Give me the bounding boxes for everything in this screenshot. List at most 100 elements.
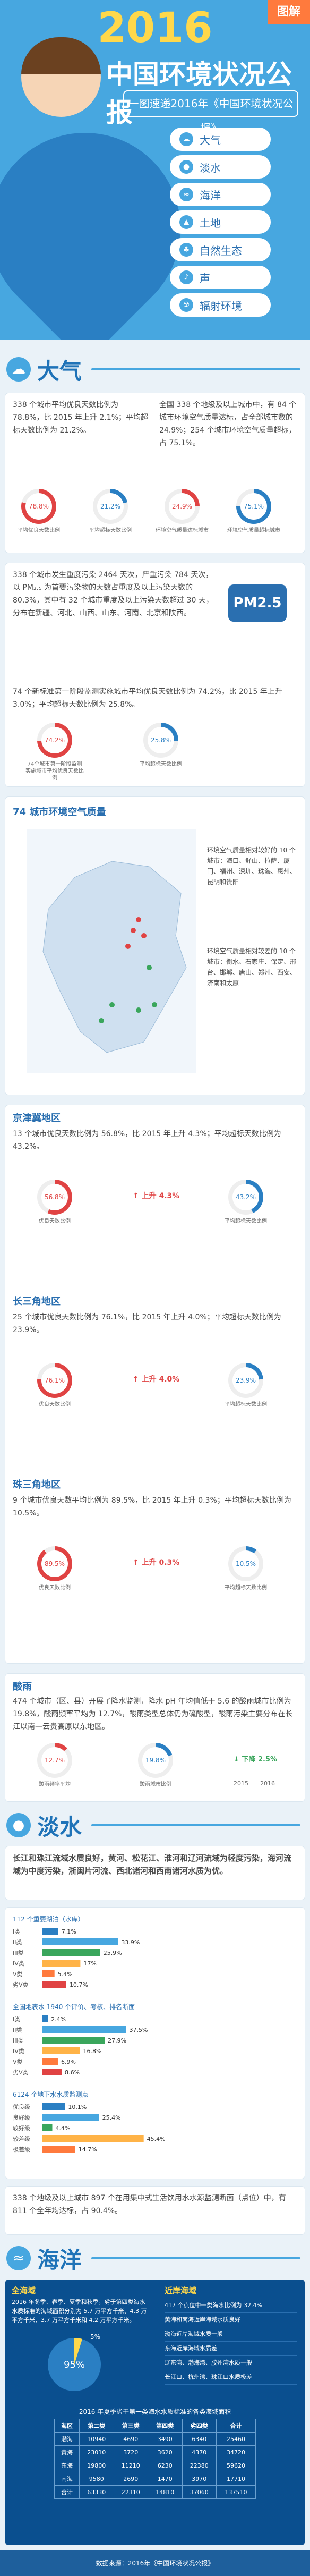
water-val-1-1: 37.5% xyxy=(130,2027,148,2033)
water-cat-1-3: IV类 xyxy=(13,2047,24,2055)
tag-badge: 图解 xyxy=(268,0,310,24)
acid-rain-title: 酸雨 xyxy=(13,1681,32,1692)
water-val-0-4: 5.4% xyxy=(58,1971,73,1978)
table-row: 渤海 10940 4690 3490 6340 25460 xyxy=(54,2432,256,2446)
land-icon: ▲ xyxy=(179,215,193,229)
sea-table-head-1: 第二类 xyxy=(79,2419,114,2433)
pie-value-label: 95% xyxy=(64,2359,85,2370)
acid-year-1: 2016 xyxy=(260,1780,275,1787)
water-chart-title-0: 112 个重要湖泊（水库） xyxy=(13,1915,84,1923)
air74-ring-0-value: 74.2% xyxy=(41,727,68,753)
air-ring-0-value: 78.8% xyxy=(25,493,52,520)
table-row: 黄海 23010 3720 3620 4370 34720 xyxy=(54,2445,256,2459)
region-good-1-value: 76.1% xyxy=(41,1367,68,1394)
drinking-card: 338 个地级及以上城市 897 个在用集中式生活饮用水水源监测断面（点位）中，… xyxy=(5,2187,305,2234)
water-cat-0-3: IV类 xyxy=(13,1960,24,1967)
water-val-0-1: 33.9% xyxy=(121,1939,140,1946)
sea-cell-0-0: 渤海 xyxy=(54,2432,80,2446)
map-card: 74 城市环境空气质量 环境空气质量相对较好的 10 个城市：海口、舒山、拉萨、… xyxy=(5,797,305,1095)
sea-cell-3-2: 2690 xyxy=(113,2472,149,2486)
water-cat-2-1: 良好级 xyxy=(13,2114,30,2121)
section-title-sea: 海洋 xyxy=(37,2247,82,2273)
region-good-0-label: 优良天数比例 xyxy=(39,1218,71,1224)
divider xyxy=(91,368,300,370)
water-val-0-0: 7.1% xyxy=(62,1928,76,1935)
water-val-2-0: 10.1% xyxy=(68,2104,87,2111)
sea-cell-4-0: 合计 xyxy=(54,2485,80,2499)
wave-icon: ≈ xyxy=(179,188,193,201)
sea-cell-2-3: 6230 xyxy=(148,2459,183,2472)
water-cat-0-1: II类 xyxy=(13,1938,22,1946)
region-bad-2-value: 10.5% xyxy=(232,1550,259,1577)
air-pollution-card: 338 个城市发生重度污染 2464 天次，严重污染 784 天次，以 PM₂.… xyxy=(5,563,305,786)
water-cat-2-0: 优良级 xyxy=(13,2103,30,2111)
water-bar-0-0 xyxy=(42,1928,58,1935)
air-ring-3-ring: 75.1% xyxy=(236,489,271,524)
water-cat-1-1: II类 xyxy=(13,2026,22,2033)
sea-cell-4-1: 63330 xyxy=(79,2485,114,2499)
region-good-0-value: 56.8% xyxy=(41,1184,68,1210)
water-cat-2-4: 极差级 xyxy=(13,2146,30,2153)
map-title: 74 城市环境空气质量 xyxy=(13,807,106,818)
water-cat-1-0: I类 xyxy=(13,2015,20,2023)
region-good-2-ring: 89.5% xyxy=(37,1546,72,1581)
acid-rain-card: 酸雨 474 个城市（区、县）开展了降水监测，降水 pH 年均值低于 5.6 的… xyxy=(5,1674,305,1801)
topic-radiation: ☢ 辐射环境 xyxy=(170,293,271,317)
water-bar-2-2 xyxy=(42,2124,53,2131)
water-bar-2-4 xyxy=(42,2146,75,2153)
water-cat-1-2: III类 xyxy=(13,2037,24,2044)
acid-change: ↓ 下降 2.5% xyxy=(234,1756,277,1764)
water-cat-1-4: V类 xyxy=(13,2058,23,2065)
sea-cell-2-2: 11210 xyxy=(113,2459,149,2472)
section-title-water: 淡水 xyxy=(37,1814,82,1840)
pie-small-label: 5% xyxy=(90,2333,100,2341)
water-val-0-5: 10.7% xyxy=(70,1981,88,1988)
topic-freshwater: ● 淡水 xyxy=(170,155,271,179)
china-map-svg xyxy=(42,861,187,1053)
region-bad-1-value: 23.9% xyxy=(232,1367,259,1394)
water-val-0-2: 25.9% xyxy=(104,1950,122,1956)
water-val-1-4: 6.9% xyxy=(61,2058,76,2065)
region-good-0-ring: 56.8% xyxy=(37,1180,72,1215)
region-bad-0-label: 平均超标天数比例 xyxy=(225,1218,267,1224)
sea-cell-3-0: 南海 xyxy=(54,2472,80,2486)
water-bar-2-1 xyxy=(42,2114,99,2121)
sea-section-header: ≈ 海洋 xyxy=(0,2240,310,2277)
sea-cell-3-4: 3970 xyxy=(182,2472,217,2486)
water-charts-card: 112 个重要湖泊（水库） I类 7.1% II类 33.9% III类 25.9% IV类 1… xyxy=(5,1908,305,2179)
sea-table-title: 2016 年夏季劣于第一类海水水质标准的各类海域面积 xyxy=(79,2408,231,2416)
water-chart-title-1: 全国地表水 1940 个评价、考核、排名断面 xyxy=(13,2003,135,2011)
air-ring-2-label: 环境空气质量达标城市 xyxy=(156,528,209,533)
topic-ocean: ≈ 海洋 xyxy=(170,183,271,206)
acid-ring-0-label: 酸雨频率平均 xyxy=(39,1782,71,1787)
region-title-1: 长三角地区 xyxy=(13,1296,61,1307)
water-bar-0-3 xyxy=(42,1960,81,1967)
water-val-1-5: 8.6% xyxy=(65,2069,80,2076)
region-good-2-value: 89.5% xyxy=(41,1550,68,1577)
drop-icon: ● xyxy=(6,1813,31,1837)
air-ring-3-label: 环境空气质量超标城市 xyxy=(227,528,280,533)
sea-left-text: 2016 年冬季、春季、夏季和秋季，劣于第四类海水水质标准的海域面积分别为 5.… xyxy=(12,2299,147,2324)
table-row: 合计 63330 22310 14810 37060 137510 xyxy=(54,2485,256,2499)
acid-rain-text: 474 个城市（区、县）开展了降水监测，降水 pH 年均值低于 5.6 的酸雨城… xyxy=(13,1697,293,1731)
water-cat-2-3: 较差级 xyxy=(13,2135,30,2142)
air-ring-1-value: 21.2% xyxy=(97,493,124,520)
acid-ring-0-value: 12.7% xyxy=(41,1747,68,1774)
china-map xyxy=(27,829,196,1073)
water-val-2-4: 14.7% xyxy=(79,2146,97,2153)
sea-right-line-3: 东海近岸海域水质差 xyxy=(165,2342,297,2356)
acid-ring-1-ring: 19.8% xyxy=(138,1743,173,1778)
sea-cell-1-3: 3620 xyxy=(148,2445,183,2459)
region-text-1: 25 个城市优良天数比例为 76.1%，比 2015 年上升 4.0%；平均超标… xyxy=(13,1313,281,1334)
water-bar-0-2 xyxy=(42,1949,100,1956)
table-row: 东海 19800 11210 6230 22380 59620 xyxy=(54,2459,256,2472)
sea-right-title: 近岸海域 xyxy=(165,2286,197,2295)
sea-cell-1-0: 黄海 xyxy=(54,2445,80,2459)
water-bar-2-3 xyxy=(42,2135,144,2142)
leaf-icon: ♣ xyxy=(179,243,193,257)
water-bar-2-0 xyxy=(42,2103,65,2110)
air-ring-0-ring: 78.8% xyxy=(21,489,56,524)
water-bar-1-5 xyxy=(42,2069,62,2075)
water-bar-1-0 xyxy=(42,2015,48,2022)
speaker-icon: ♪ xyxy=(179,270,193,284)
